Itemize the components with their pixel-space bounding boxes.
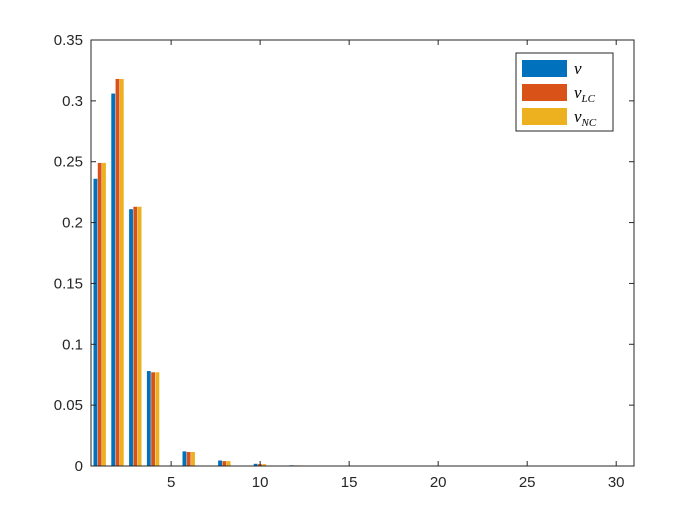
y-tick-label-0: 0	[75, 458, 83, 475]
bar-v_LC-4	[151, 372, 156, 466]
bar-v-4	[146, 371, 151, 466]
bar-v_NC-3	[137, 206, 142, 466]
y-tick-label-0.05: 0.05	[54, 397, 83, 414]
axes-group	[90, 39, 635, 467]
y-tick-label-0.35: 0.35	[54, 32, 83, 49]
y-tick-label-0.1: 0.1	[62, 336, 83, 353]
x-tick-label-20: 20	[430, 474, 447, 491]
x-tick-label-25: 25	[519, 474, 536, 491]
bar-v_NC-1	[102, 162, 106, 466]
bar-v-3	[129, 209, 133, 466]
bar-v-1	[93, 178, 98, 466]
bar-v_NC-10	[262, 464, 267, 466]
axes-box	[90, 39, 635, 467]
bar-v_NC-8	[226, 461, 231, 466]
legend-label-v: v	[574, 59, 582, 78]
legend-swatch-v	[522, 60, 567, 77]
tick-labels-group: 5 10 15 20 25 30 0 0.05 0.1 0.15 0.2 0.25 0.3 0.35	[54, 32, 625, 491]
x-tick-label-10: 10	[252, 474, 269, 491]
y-tick-label-0.15: 0.15	[54, 275, 83, 292]
bar-v_LC-1	[97, 162, 102, 466]
bar-v_LC-8	[222, 461, 227, 466]
legend-swatch-v_LC	[522, 84, 567, 101]
bar-v_NC-4	[155, 372, 160, 466]
legend-label-v_LC: vLC	[574, 83, 596, 105]
bar-v_LC-2	[115, 78, 120, 466]
y-tick-label-0.25: 0.25	[54, 154, 83, 171]
x-tick-label-15: 15	[341, 474, 358, 491]
bar-v_LC-6	[186, 452, 191, 466]
legend-label-v_NC: vNC	[574, 107, 597, 129]
y-tick-label-0.2: 0.2	[62, 215, 83, 232]
bar-v_NC-6	[191, 452, 195, 466]
bars-group	[93, 78, 302, 467]
bar-v_NC-2	[119, 78, 124, 466]
bar-v_LC-3	[133, 206, 138, 466]
bar-v-2	[111, 93, 116, 467]
x-tick-label-30: 30	[608, 474, 625, 491]
bar-v-10	[253, 463, 258, 466]
bar-v-6	[182, 451, 187, 466]
bar-v-8	[218, 460, 222, 466]
legend-swatch-v_NC	[522, 108, 567, 125]
y-tick-label-0.3: 0.3	[62, 93, 83, 110]
x-tick-label-5: 5	[167, 474, 175, 491]
